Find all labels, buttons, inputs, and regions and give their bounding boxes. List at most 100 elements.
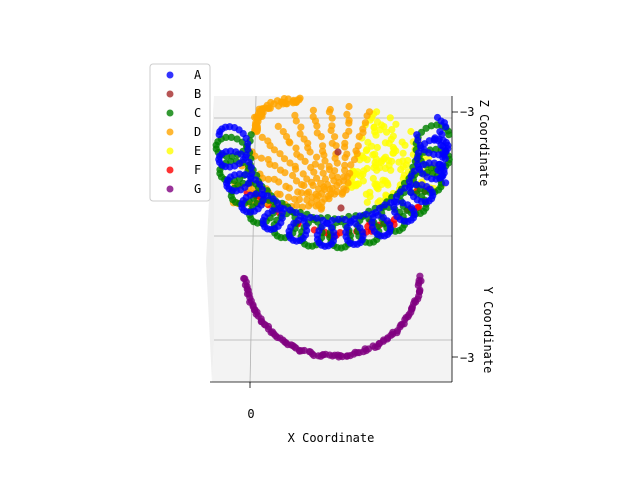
point-d — [319, 142, 327, 150]
point-d — [343, 110, 351, 118]
point-d — [328, 114, 336, 122]
legend-marker — [166, 90, 174, 98]
point-e — [407, 127, 415, 136]
point-d — [264, 175, 272, 183]
point-d — [343, 150, 351, 158]
legend-marker — [166, 147, 174, 155]
point-a — [390, 203, 398, 211]
point-d — [328, 122, 336, 130]
point-d — [325, 162, 333, 170]
point-a — [294, 216, 303, 224]
point-d — [284, 95, 292, 103]
x-tick-0: 0 — [247, 382, 255, 421]
point-e — [372, 131, 380, 139]
point-d — [299, 170, 307, 178]
point-a — [414, 136, 422, 144]
point-c — [445, 131, 453, 139]
legend-label: B — [194, 87, 201, 101]
point-d — [258, 133, 266, 141]
point-d — [317, 163, 325, 171]
point-e — [352, 182, 360, 190]
point-a — [252, 190, 260, 198]
point-d — [292, 144, 300, 152]
point-a — [396, 188, 404, 196]
point-d — [263, 101, 271, 109]
legend-item-f: F — [166, 163, 201, 177]
point-a — [244, 145, 252, 154]
point-e — [366, 193, 374, 201]
legend-label: G — [194, 182, 201, 196]
point-a — [350, 215, 358, 223]
point-c — [227, 133, 235, 141]
point-e — [397, 165, 405, 174]
point-e — [401, 141, 409, 149]
point-a — [438, 130, 446, 138]
legend-label: F — [194, 163, 201, 177]
point-d — [296, 130, 304, 138]
point-d — [293, 150, 301, 158]
point-d — [292, 177, 301, 185]
legend-item-d: D — [166, 125, 201, 139]
point-d — [345, 116, 353, 124]
point-e — [363, 164, 371, 173]
point-d — [321, 157, 329, 165]
point-d — [258, 112, 266, 120]
point-e — [399, 149, 407, 157]
point-e — [392, 120, 400, 128]
point-d — [291, 111, 299, 119]
point-e — [386, 114, 394, 122]
point-d — [326, 105, 334, 114]
point-a — [362, 210, 370, 218]
point-d — [276, 150, 284, 158]
point-d — [309, 113, 317, 121]
point-a — [376, 204, 384, 212]
point-c — [233, 135, 241, 143]
point-d — [345, 102, 353, 111]
point-g — [416, 272, 424, 280]
point-a — [405, 183, 413, 191]
point-d — [270, 175, 278, 183]
point-a — [420, 160, 428, 168]
point-e — [404, 156, 412, 165]
x-tick-label: 0 — [247, 407, 254, 421]
point-d — [300, 135, 308, 143]
point-a — [381, 201, 389, 209]
point-e — [381, 177, 389, 185]
point-c — [427, 122, 435, 130]
point-d — [321, 175, 329, 183]
point-d — [331, 133, 339, 141]
point-a — [437, 173, 445, 181]
point-d — [333, 173, 342, 181]
point-a — [341, 216, 349, 224]
legend-item-c: C — [166, 106, 201, 120]
legend-item-b: B — [166, 87, 201, 101]
point-d — [305, 188, 313, 196]
point-e — [369, 174, 377, 183]
point-d — [309, 106, 317, 114]
legend-item-a: A — [166, 68, 202, 82]
point-d — [328, 139, 336, 147]
point-d — [347, 161, 355, 169]
point-a — [247, 163, 255, 172]
point-e — [370, 123, 378, 131]
point-a — [441, 155, 449, 163]
point-a — [439, 161, 447, 169]
point-b — [334, 148, 342, 156]
x-axis-label: X Coordinate — [288, 431, 375, 445]
point-e — [362, 147, 370, 155]
point-d — [298, 181, 306, 189]
point-d — [341, 139, 349, 147]
point-d — [345, 127, 353, 135]
point-d — [257, 154, 265, 162]
point-d — [294, 188, 302, 196]
point-a — [274, 205, 282, 213]
point-d — [280, 155, 289, 163]
point-e — [372, 161, 380, 169]
point-e — [377, 121, 386, 129]
point-a — [268, 207, 276, 215]
point-d — [313, 174, 321, 182]
point-d — [279, 128, 287, 136]
legend-marker — [166, 109, 174, 117]
point-a — [442, 123, 450, 131]
data-points — [212, 94, 453, 361]
